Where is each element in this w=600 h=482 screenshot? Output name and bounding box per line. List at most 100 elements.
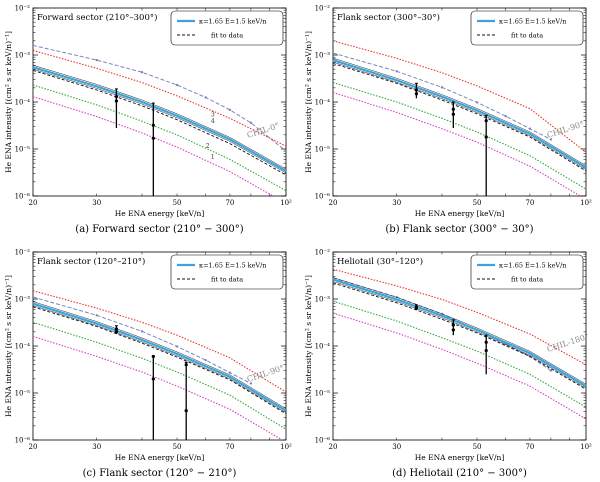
series-marker-CHIL (204, 96, 207, 99)
series-marker-CHIL (140, 330, 144, 333)
x-tick-label: 20 (29, 199, 38, 207)
panel-2: 10⁻² 10⁻³ 10⁻⁴ 10⁻⁵ 10⁻⁶20 30 50 70 10² He ENA en… (4, 249, 292, 480)
x-tick-label: 20 (29, 443, 38, 451)
series-marker-CHIL (395, 70, 398, 73)
panel-3: 10⁻² 10⁻³ 10⁻⁴ 10⁻⁵ 10⁻⁶20 30 50 70 10² He ENA en… (304, 249, 592, 480)
y-tick-label: 10⁻² (15, 5, 31, 13)
panel-caption: (a) Forward sector (210° − 300°) (75, 224, 243, 235)
data-point (114, 327, 119, 331)
x-tick-label: 10² (280, 443, 292, 451)
x-axis-label: He ENA energy [keV/n] (115, 453, 205, 462)
series-line-model-cyan (333, 59, 586, 169)
curve-label: 3 (211, 112, 215, 119)
series-line-fit-black (33, 306, 286, 415)
series-marker-CHIL (284, 149, 286, 153)
x-tick-label: 30 (392, 199, 401, 207)
x-tick-label: 70 (225, 199, 234, 207)
series-band-edge (33, 305, 286, 413)
y-tick-label: 10⁻⁴ (315, 99, 331, 107)
legend-fit-label: fit to data (511, 276, 543, 284)
data-point (151, 123, 155, 127)
series-marker-CHIL (549, 138, 553, 141)
y-tick-label: 10⁻⁵ (15, 390, 31, 398)
y-tick-label: 10⁻⁵ (315, 390, 331, 398)
chil-annotation: CHIL-90° (546, 119, 585, 139)
curve-label: 2 (206, 143, 210, 150)
sector-label: Forward sector (210°–300°) (37, 12, 157, 23)
y-tick-label: 10⁻³ (15, 296, 31, 304)
data-point (451, 323, 455, 327)
y-tick-label: 10⁻⁵ (315, 146, 331, 154)
x-tick-label: 30 (92, 443, 101, 451)
y-axis-label: He ENA intensity [(cm² s sr keV/n)⁻¹] (304, 31, 313, 173)
data-point (484, 340, 488, 344)
x-tick-label: 50 (473, 199, 482, 207)
y-tick-label: 10⁻² (315, 5, 331, 13)
series-marker-CHIL (549, 369, 553, 372)
data-point (484, 119, 488, 123)
series-group (333, 268, 586, 420)
data-point (414, 88, 419, 92)
legend-model-label: κ=1.65 E=1.5 keV/n (499, 262, 567, 270)
curve-label: 1 (211, 154, 215, 161)
panel-1: 10⁻² 10⁻³ 10⁻⁴ 10⁻⁵ 10⁻⁶20 30 50 70 10² He ENA en… (304, 5, 592, 236)
legend-box (170, 10, 284, 46)
series-marker-CHIL (475, 101, 479, 104)
series-group (333, 40, 586, 196)
sector-label: Flank sector (300°–30°) (337, 12, 440, 23)
x-axis-label: He ENA energy [keV/n] (415, 453, 505, 462)
series-line-red (333, 40, 586, 153)
legend-model-label: κ=1.65 E=1.5 keV/n (199, 262, 267, 270)
y-tick-label: 10⁻³ (315, 296, 331, 304)
legend-box (470, 10, 584, 46)
series-group (33, 44, 286, 196)
series-group (33, 290, 286, 440)
legend-box (170, 254, 284, 290)
y-axis-label: He ENA intensity [(cm² s sr keV/n)⁻¹] (4, 275, 13, 417)
legend-model-label: κ=1.65 E=1.5 keV/n (499, 18, 567, 26)
series-band-edge (333, 281, 586, 389)
series-marker-CHIL (140, 71, 144, 74)
x-tick-label: 50 (173, 443, 182, 451)
data-point (184, 363, 188, 367)
data-point (114, 95, 119, 99)
y-tick-label: 10⁻⁴ (315, 343, 331, 351)
y-tick-label: 10⁻⁶ (15, 437, 31, 445)
series-line-fit-black (33, 69, 286, 176)
x-tick-label: 10² (280, 199, 292, 207)
x-tick-label: 50 (473, 443, 482, 451)
series-marker-CHIL (95, 314, 98, 317)
x-tick-label: 70 (525, 443, 534, 451)
series-marker-CHIL (249, 382, 253, 385)
series-marker-CHIL (528, 127, 532, 130)
series-marker-CHIL (440, 86, 444, 89)
series-line-model-cyan (33, 66, 286, 172)
x-axis-label: He ENA energy [keV/n] (115, 209, 205, 218)
series-marker-CHIL (204, 358, 207, 362)
series-line-fit-black (333, 282, 586, 390)
x-tick-label: 70 (525, 199, 534, 207)
y-axis-label: He ENA intensity [(cm² s sr keV/n)⁻¹] (4, 31, 13, 173)
chil-annotation: CHIL-90° (246, 363, 285, 383)
legend-box (470, 254, 584, 290)
y-tick-label: 10⁻⁶ (15, 193, 31, 201)
series-line-red (33, 49, 286, 147)
x-tick-label: 10² (580, 199, 592, 207)
x-tick-label: 20 (329, 443, 338, 451)
series-band-edge (33, 68, 286, 174)
legend-fit-label: fit to data (511, 32, 543, 40)
y-tick-label: 10⁻⁶ (315, 437, 331, 445)
y-tick-label: 10⁻⁶ (315, 193, 331, 201)
series-marker-CHIL (249, 121, 253, 125)
y-axis-label: He ENA intensity [(cm² s sr keV/n)⁻¹] (304, 275, 313, 417)
series-marker-CHIL (175, 345, 179, 348)
x-tick-label: 10² (580, 443, 592, 451)
series-marker-CHIL (228, 108, 232, 112)
y-tick-label: 10⁻⁴ (15, 99, 31, 107)
x-tick-label: 30 (92, 199, 101, 207)
y-tick-label: 10⁻⁵ (15, 146, 31, 154)
panel-caption: (b) Flank sector (300° − 30°) (385, 224, 533, 235)
series-band-edge (333, 57, 586, 166)
sector-label: Heliotail (30°–120°) (337, 256, 423, 267)
